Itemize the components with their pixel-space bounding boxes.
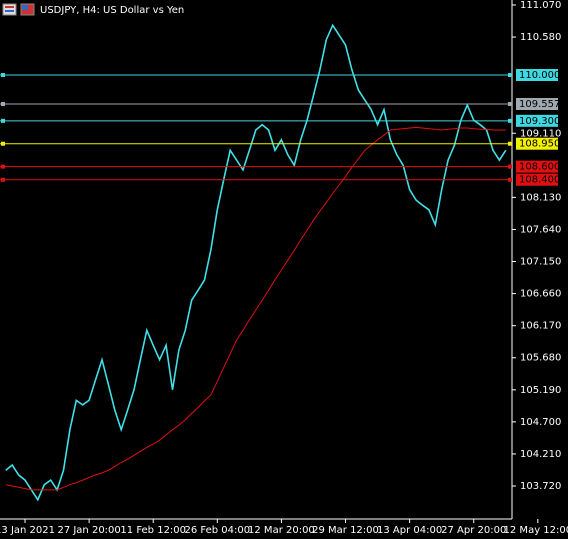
level-label: 109.300 [519, 116, 560, 127]
level-handle [508, 141, 512, 146]
y-tick-label: 109.110 [520, 128, 561, 139]
y-tick-label: 107.150 [520, 257, 561, 268]
level-label-box [516, 160, 558, 173]
level-label-box [516, 137, 558, 150]
level-label: 110.000 [519, 70, 560, 81]
x-tick-label: 12 May 12:00 [504, 525, 568, 536]
chart-title: USDJPY, H4: US Dollar vs Yen [40, 5, 184, 16]
level-label: 108.400 [519, 175, 560, 186]
level-label-box [516, 114, 558, 127]
x-tick-label: 11 Feb 12:00 [120, 525, 186, 536]
x-tick-label: 27 Jan 20:00 [57, 525, 120, 536]
level-label: 108.600 [519, 162, 560, 173]
level-handle [1, 141, 5, 146]
y-tick-label: 110.580 [520, 32, 561, 43]
level-handle [1, 101, 5, 106]
level-handle [508, 73, 512, 78]
icons [2, 3, 35, 16]
series-line [5, 126, 506, 491]
level-handle [508, 101, 512, 106]
level-handle [1, 164, 5, 169]
y-tick-label: 104.700 [520, 417, 561, 428]
x-tick-label: 13 Jan 2021 [0, 525, 55, 536]
y-tick-label: 111.070 [520, 0, 561, 11]
series-line [5, 23, 507, 502]
y-tick-label: 107.640 [520, 224, 561, 235]
level-handle [1, 73, 5, 78]
level-handle [1, 118, 5, 123]
y-tick-label: 106.660 [520, 289, 561, 300]
x-tick-label: 12 Mar 20:00 [248, 525, 315, 536]
y-tick-label: 103.720 [520, 481, 561, 492]
x-tick-label: 27 Apr 20:00 [441, 525, 506, 536]
level-label-box [516, 97, 558, 110]
x-tick-label: 13 Apr 04:00 [377, 525, 442, 536]
y-tick-label: 104.210 [520, 449, 561, 460]
level-label-box [516, 173, 558, 186]
level-handle [1, 177, 5, 182]
y-tick-label: 106.170 [520, 321, 561, 332]
y-tick-label: 105.680 [520, 353, 561, 364]
level-label-box [516, 69, 558, 82]
level-handle [508, 164, 512, 169]
level-label: 108.950 [519, 139, 560, 150]
y-tick-label: 108.130 [520, 192, 561, 203]
level-handle [508, 177, 512, 182]
y-tick-label: 105.190 [520, 385, 561, 396]
x-tick-label: 29 Mar 12:00 [312, 525, 379, 536]
level-handle [508, 118, 512, 123]
x-tick-label: 26 Feb 04:00 [185, 525, 251, 536]
level-label: 109.557 [519, 99, 560, 110]
